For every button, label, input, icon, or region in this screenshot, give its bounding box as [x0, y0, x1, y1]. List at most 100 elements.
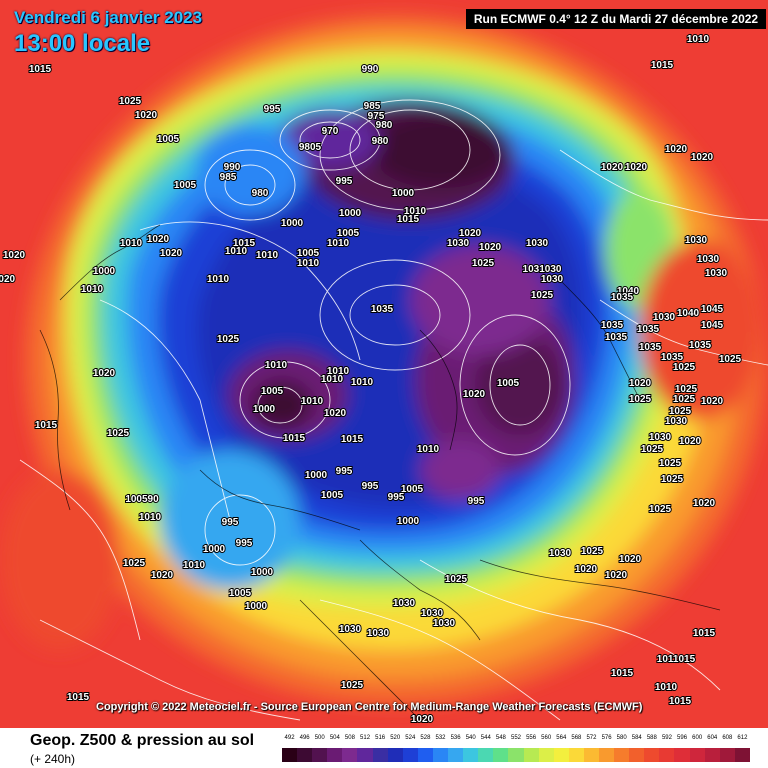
- pressure-label: 1020: [691, 152, 714, 163]
- pressure-label: 1010: [139, 512, 162, 523]
- pressure-label: 1015: [341, 434, 364, 445]
- pressure-label: 1010: [687, 34, 710, 45]
- pressure-label: 1030: [367, 628, 390, 639]
- pressure-label: 1035: [639, 342, 662, 353]
- pressure-label: 1025: [472, 258, 495, 269]
- pressure-label: 1015: [35, 420, 58, 431]
- pressure-label: 1025: [629, 394, 652, 405]
- legend-tick: 556: [526, 735, 537, 741]
- pressure-label: 1030: [541, 274, 564, 285]
- pressure-label: 995: [336, 466, 353, 477]
- pressure-label: 1005: [157, 134, 180, 145]
- legend-swatch: [644, 748, 660, 762]
- pressure-label: 1000: [93, 266, 116, 277]
- pressure-label: 1015: [283, 433, 306, 444]
- legend-tick: 496: [299, 735, 310, 741]
- pressure-label: 1005: [497, 378, 520, 389]
- pressure-label: 1020: [479, 242, 502, 253]
- pressure-label: 1015: [651, 60, 674, 71]
- pressure-label: 995: [388, 492, 405, 503]
- legend-tick: 504: [329, 735, 340, 741]
- pressure-label: 1000: [339, 208, 362, 219]
- legend-swatch: [659, 748, 675, 762]
- pressure-label: 1030: [697, 254, 720, 265]
- legend-swatch: [357, 748, 373, 762]
- pressure-labels: 1015102510201005995990985975980970980980…: [0, 33, 743, 726]
- isobars: [19, 99, 768, 721]
- pressure-label: 985: [364, 101, 381, 112]
- legend-swatch: [508, 748, 524, 762]
- pressure-label: 1015: [669, 696, 692, 707]
- pressure-label: 1010: [297, 258, 320, 269]
- legend-tick: 544: [480, 735, 491, 741]
- pressure-label: 1010: [120, 238, 143, 249]
- legend-swatch: [432, 748, 449, 762]
- pressure-label: 1010: [327, 366, 350, 377]
- pressure-label: 1005: [321, 490, 344, 501]
- pressure-label: 1030: [421, 608, 444, 619]
- legend-tick: 492: [284, 735, 295, 741]
- pressure-label: 1020: [605, 570, 628, 581]
- pressure-label: 1015: [397, 214, 420, 225]
- pressure-label: 1035: [605, 332, 628, 343]
- pressure-label: 1030: [393, 598, 416, 609]
- pressure-label: 1010: [256, 250, 279, 261]
- pressure-label: 1020: [625, 162, 648, 173]
- pressure-label: 995: [336, 176, 353, 187]
- pressure-label: 1020: [0, 274, 16, 285]
- pressure-label: 1030: [526, 238, 549, 249]
- pressure-label: 1010: [655, 682, 678, 693]
- pressure-label: 1005: [261, 386, 284, 397]
- pressure-label: 1020: [135, 110, 158, 121]
- legend-swatch: [327, 748, 343, 762]
- legend-tick: 576: [601, 735, 612, 741]
- legend-swatch: [674, 748, 690, 762]
- pressure-label: 985: [220, 172, 237, 183]
- pressure-label: 995: [222, 517, 239, 528]
- legend-swatch: [342, 748, 358, 762]
- legend-tick: 572: [586, 735, 597, 741]
- pressure-label: 1045: [701, 304, 724, 315]
- pressure-label: 1025: [123, 558, 146, 569]
- legend-swatch: [297, 748, 313, 762]
- legend-tick: 612: [737, 735, 748, 741]
- legend-swatch: [402, 748, 418, 762]
- pressure-label: 1020: [463, 389, 486, 400]
- pressure-label: 1020: [324, 408, 347, 419]
- legend-swatch: [463, 748, 479, 762]
- legend-swatch: [312, 748, 328, 762]
- map-canvas: 1015102510201005995990985975980970980980…: [0, 0, 768, 728]
- pressure-label: 1020: [619, 554, 642, 565]
- legend-tick: 604: [707, 735, 718, 741]
- pressure-label: 1030: [339, 624, 362, 635]
- pressure-label: 1030: [665, 416, 688, 427]
- legend-tick: 536: [450, 735, 461, 741]
- legend-tick: 516: [375, 735, 386, 741]
- legend-swatch: [614, 748, 630, 762]
- pressure-label: 1020: [601, 162, 624, 173]
- pressure-label: 1000: [397, 516, 420, 527]
- pressure-label: 980: [376, 120, 393, 131]
- legend-swatch: [478, 748, 494, 762]
- geopotential-field: [0, 15, 765, 705]
- pressure-label: 1020: [151, 570, 174, 581]
- pressure-label: 1040: [617, 286, 640, 297]
- pressure-label: 990: [224, 162, 241, 173]
- pressure-label: 1025: [217, 334, 240, 345]
- legend-swatch: [448, 748, 464, 762]
- legend-swatch: [282, 748, 298, 762]
- pressure-label: 1005: [337, 228, 360, 239]
- legend-swatch: [704, 748, 720, 762]
- pressure-label: 1015: [67, 692, 90, 703]
- legend-swatch: [629, 748, 645, 762]
- pressure-label: 1010: [207, 274, 230, 285]
- legend-swatch: [689, 748, 705, 762]
- pressure-label: 1025: [107, 428, 130, 439]
- pressure-label: 1015: [233, 238, 256, 249]
- pressure-label: 1030: [649, 432, 672, 443]
- pressure-label: 1005: [401, 484, 424, 495]
- pressure-label: 1030: [653, 312, 676, 323]
- pressure-label: 1010: [225, 246, 248, 257]
- forecast-map: 1015 1025 1020 1005 995 990 985 975 980 970 980 980…: [0, 0, 768, 728]
- legend-tick: 584: [631, 735, 642, 741]
